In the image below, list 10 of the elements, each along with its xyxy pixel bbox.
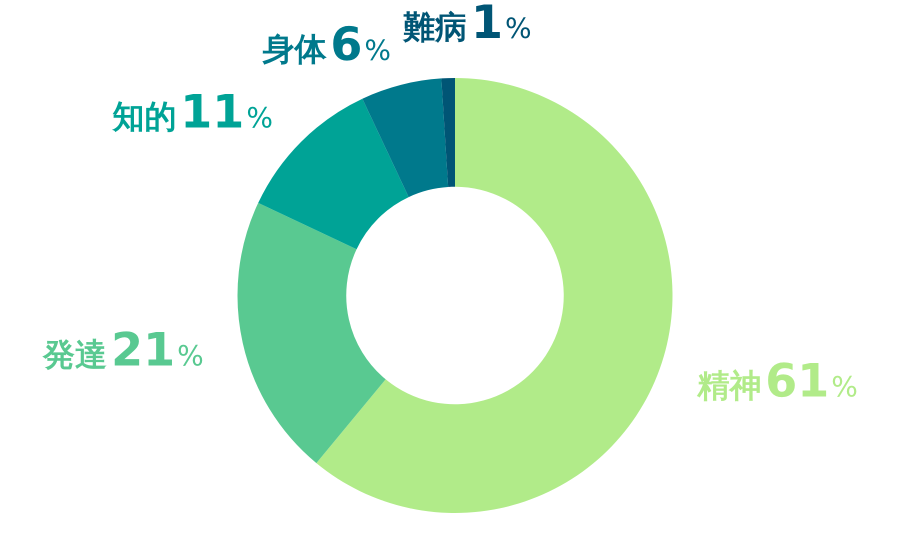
slice-label: 発達 <box>42 336 108 374</box>
data-label: 1% <box>470 0 532 50</box>
slice-label: 難病 <box>402 8 467 46</box>
data-label: 21% <box>111 322 204 377</box>
data-label: 11% <box>180 84 273 138</box>
slice-label: 精神 <box>696 366 762 405</box>
data-label: 61% <box>765 354 858 408</box>
data-label: 6% <box>330 17 391 72</box>
slice-label: 知的 <box>111 97 176 136</box>
slice-label: 身体 <box>261 30 328 68</box>
